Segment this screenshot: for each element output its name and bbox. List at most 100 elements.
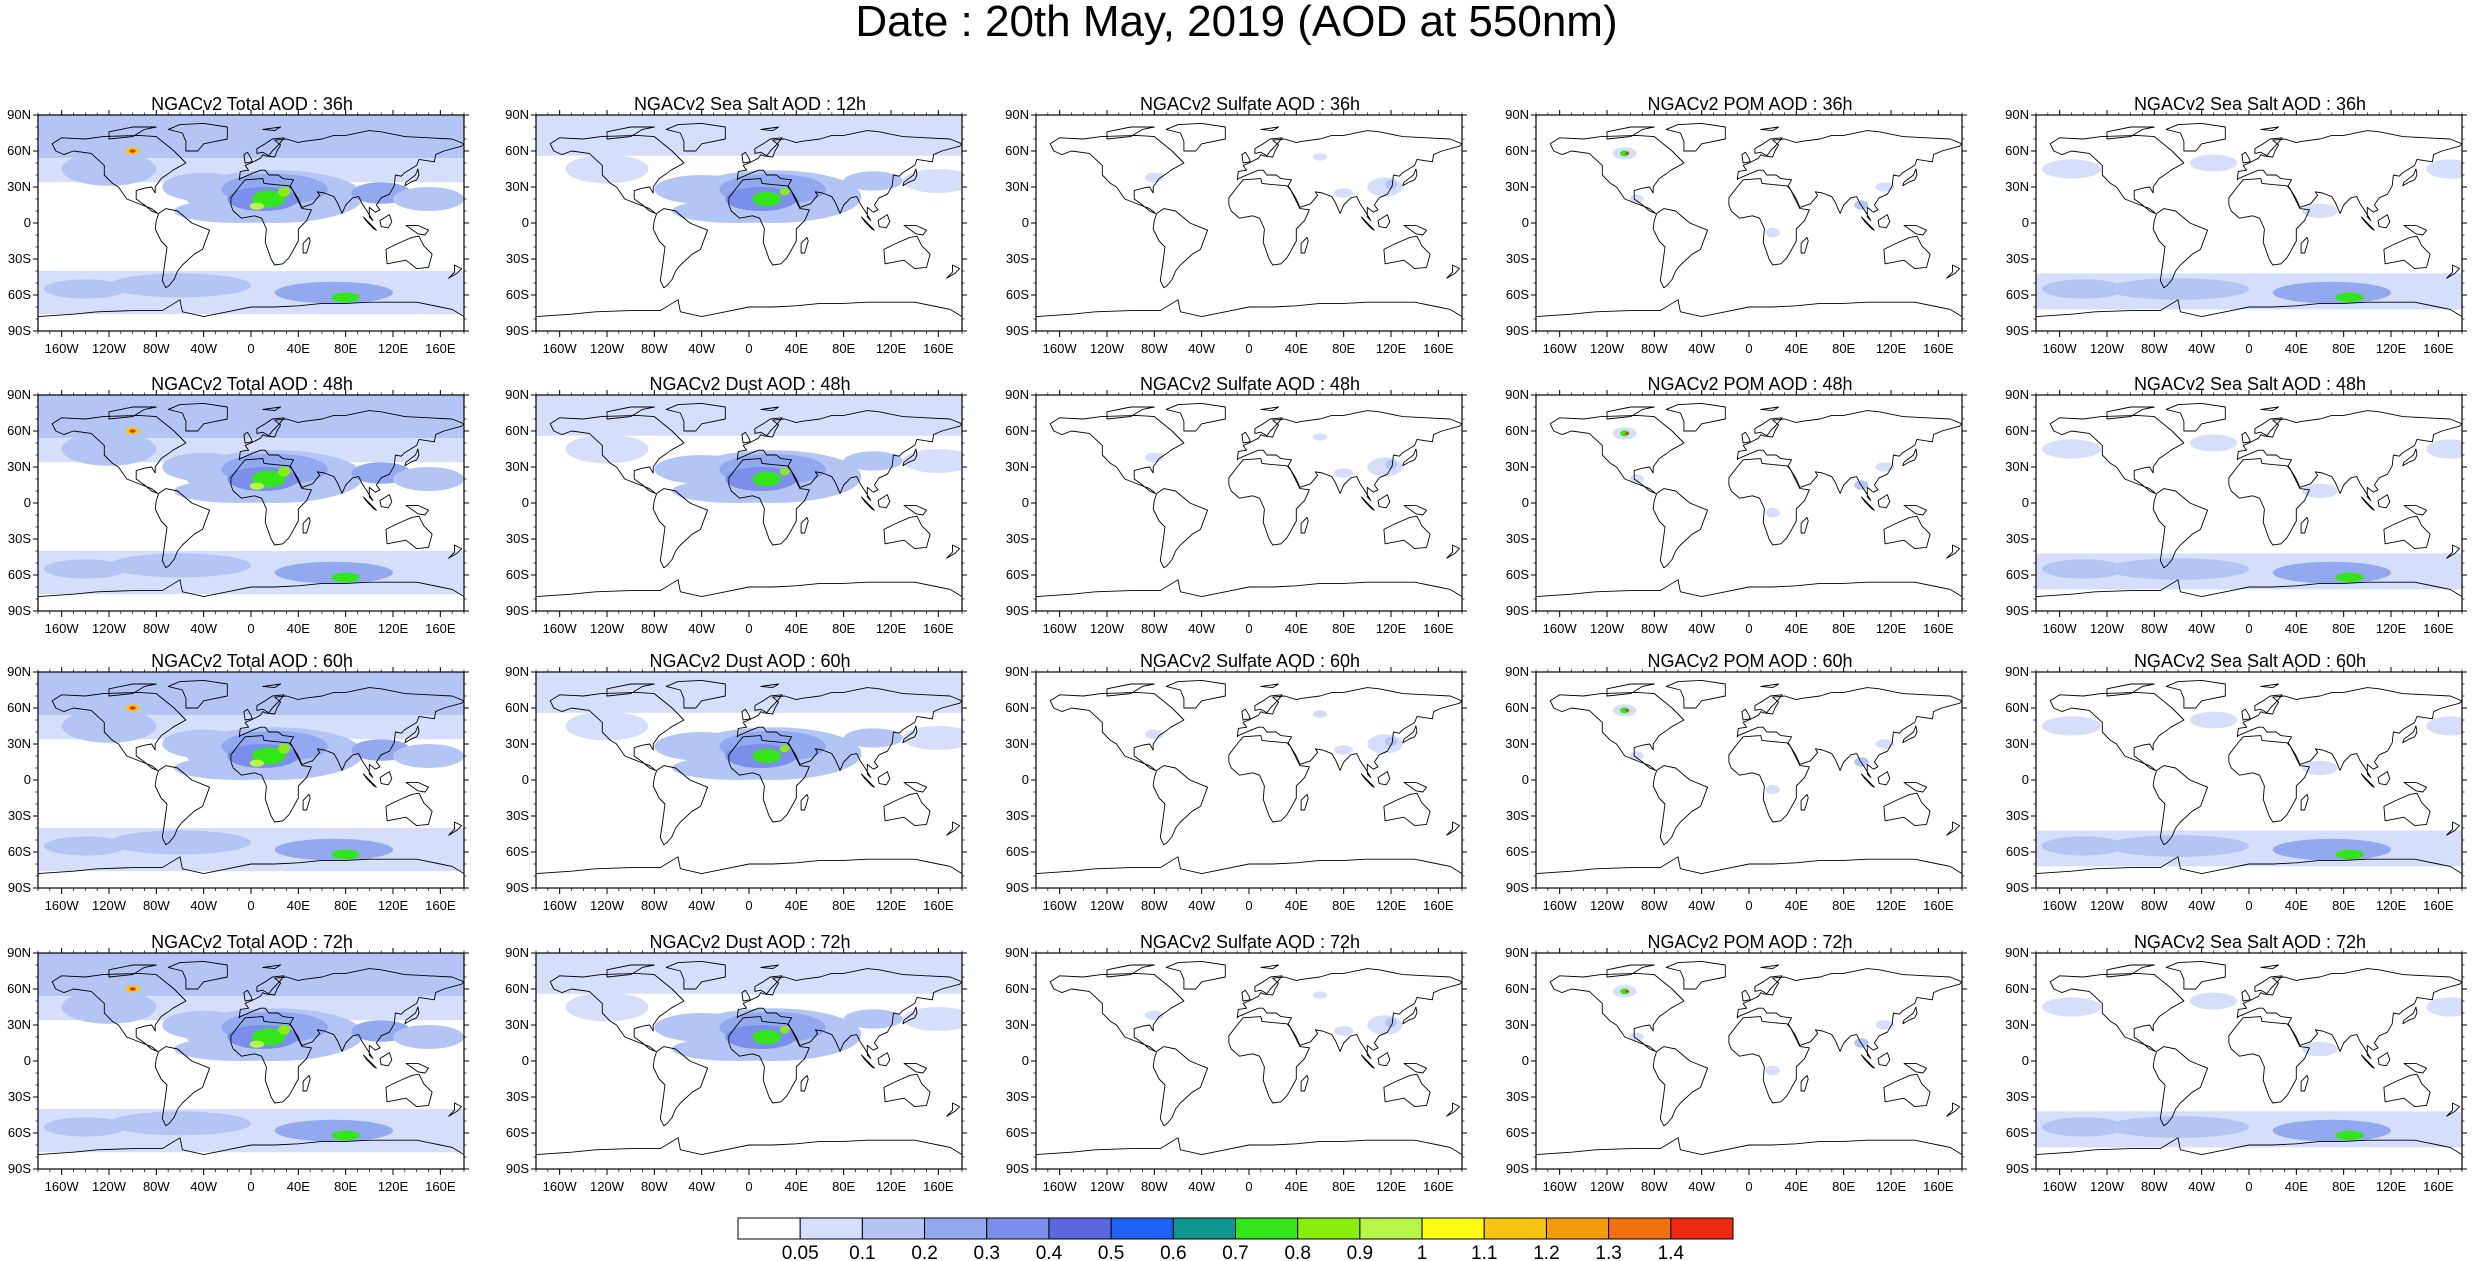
coastline	[2383, 792, 2431, 827]
lon-tick-label: 80W	[1141, 898, 1168, 913]
aod-contour	[129, 429, 136, 433]
coastline	[2402, 1006, 2418, 1025]
coastline	[1736, 687, 1962, 779]
coastline	[2165, 122, 2226, 152]
lat-tick-label: 30S	[8, 808, 31, 823]
coastline	[760, 964, 780, 970]
coastline	[877, 1052, 891, 1067]
aod-contour	[843, 728, 903, 748]
coastline	[1300, 1074, 1309, 1092]
coastline	[760, 406, 780, 412]
coastline	[1946, 821, 1961, 836]
lon-tick-label: 40W	[1688, 898, 1715, 913]
lat-tick-label: 0	[24, 1053, 31, 1068]
lat-tick-label: 60N	[7, 700, 31, 715]
lon-tick-label: 160E	[2423, 898, 2454, 913]
lon-tick-label: 160W	[2043, 1179, 2078, 1194]
lon-tick-label: 80E	[2332, 1179, 2355, 1194]
coastline	[946, 821, 961, 836]
coastline	[1106, 126, 1155, 140]
coastline	[1049, 414, 1185, 494]
coastline	[1106, 683, 1155, 697]
lon-tick-label: 80W	[143, 1179, 170, 1194]
coastline	[1152, 488, 1209, 569]
coastline	[736, 687, 962, 779]
lat-tick-label: 30N	[2005, 179, 2029, 194]
coastline	[2260, 683, 2280, 689]
coastline	[2402, 168, 2418, 187]
lat-tick-label: 0	[1022, 1053, 1029, 1068]
coastline	[741, 989, 751, 1002]
aod-field	[536, 672, 962, 888]
panel-title: NGACv2 Dust AOD : 72h	[649, 932, 851, 952]
lon-tick-label: 40W	[2188, 898, 2215, 913]
aod-contour	[249, 202, 265, 210]
coastline	[1036, 856, 1462, 875]
lon-tick-label: 80W	[143, 621, 170, 636]
aod-field	[536, 395, 962, 611]
aod-contour	[2426, 439, 2462, 459]
aod-contour	[1620, 988, 1630, 995]
coastline	[2300, 236, 2309, 254]
coastline	[230, 1016, 312, 1104]
coastline	[1403, 224, 1427, 236]
lat-tick-label: 60S	[1006, 287, 1029, 302]
lon-tick-label: 120W	[92, 621, 127, 636]
lon-tick-label: 160W	[543, 898, 578, 913]
lon-tick-label: 0	[1745, 898, 1752, 913]
coastline	[2241, 708, 2251, 721]
lon-tick-label: 120W	[92, 1179, 127, 1194]
coastline	[2260, 406, 2280, 412]
coastline	[902, 448, 918, 467]
coastline	[108, 406, 157, 420]
lon-tick-label: 40E	[287, 341, 310, 356]
lon-tick-label: 120W	[92, 341, 127, 356]
aod-contour	[902, 169, 962, 193]
lat-tick-label: 30N	[1005, 179, 1029, 194]
coastline	[1883, 515, 1931, 550]
lat-tick-label: 90S	[8, 603, 31, 618]
coastline	[448, 1102, 463, 1117]
aod-contour	[1765, 784, 1780, 795]
lat-tick-label: 90N	[1005, 945, 1029, 960]
aod-field	[1036, 395, 1462, 611]
coastline	[2228, 1016, 2310, 1104]
aod-field	[38, 115, 464, 331]
lat-tick-label: 60S	[506, 1125, 529, 1140]
lon-tick-label: 40E	[287, 621, 310, 636]
coastline	[379, 494, 393, 509]
coastline	[1902, 725, 1918, 744]
aod-field	[2036, 953, 2462, 1169]
coastline	[1860, 216, 1875, 231]
aod-contour	[129, 987, 136, 991]
lon-tick-label: 120E	[876, 621, 907, 636]
coastline	[606, 964, 655, 978]
lon-tick-label: 160W	[1043, 621, 1078, 636]
coastline	[1800, 793, 1809, 811]
coastline	[154, 765, 211, 846]
lat-tick-label: 90S	[2006, 603, 2029, 618]
aod-contour	[2041, 997, 2102, 1017]
coastline	[2260, 964, 2280, 970]
aod-field	[2036, 115, 2462, 331]
lon-tick-label: 40W	[688, 341, 715, 356]
coastline	[385, 235, 433, 270]
coastline	[1536, 579, 1962, 598]
lat-tick-label: 60S	[8, 567, 31, 582]
aod-field	[38, 395, 464, 611]
coastline	[903, 781, 927, 793]
lon-tick-label: 160W	[543, 341, 578, 356]
aod-contour	[1620, 430, 1630, 437]
panel-title: NGACv2 Total AOD : 72h	[151, 932, 353, 952]
coastline	[51, 414, 187, 494]
lat-tick-label: 60N	[7, 423, 31, 438]
lat-tick-label: 30N	[505, 459, 529, 474]
coastline	[1800, 1074, 1809, 1092]
aod-contour	[109, 1111, 251, 1136]
coastline	[1754, 417, 1783, 437]
lat-tick-label: 90S	[1006, 1161, 1029, 1176]
aod-contour	[2272, 561, 2391, 584]
lon-tick-label: 80W	[1141, 341, 1168, 356]
lat-tick-label: 30S	[2006, 531, 2029, 546]
